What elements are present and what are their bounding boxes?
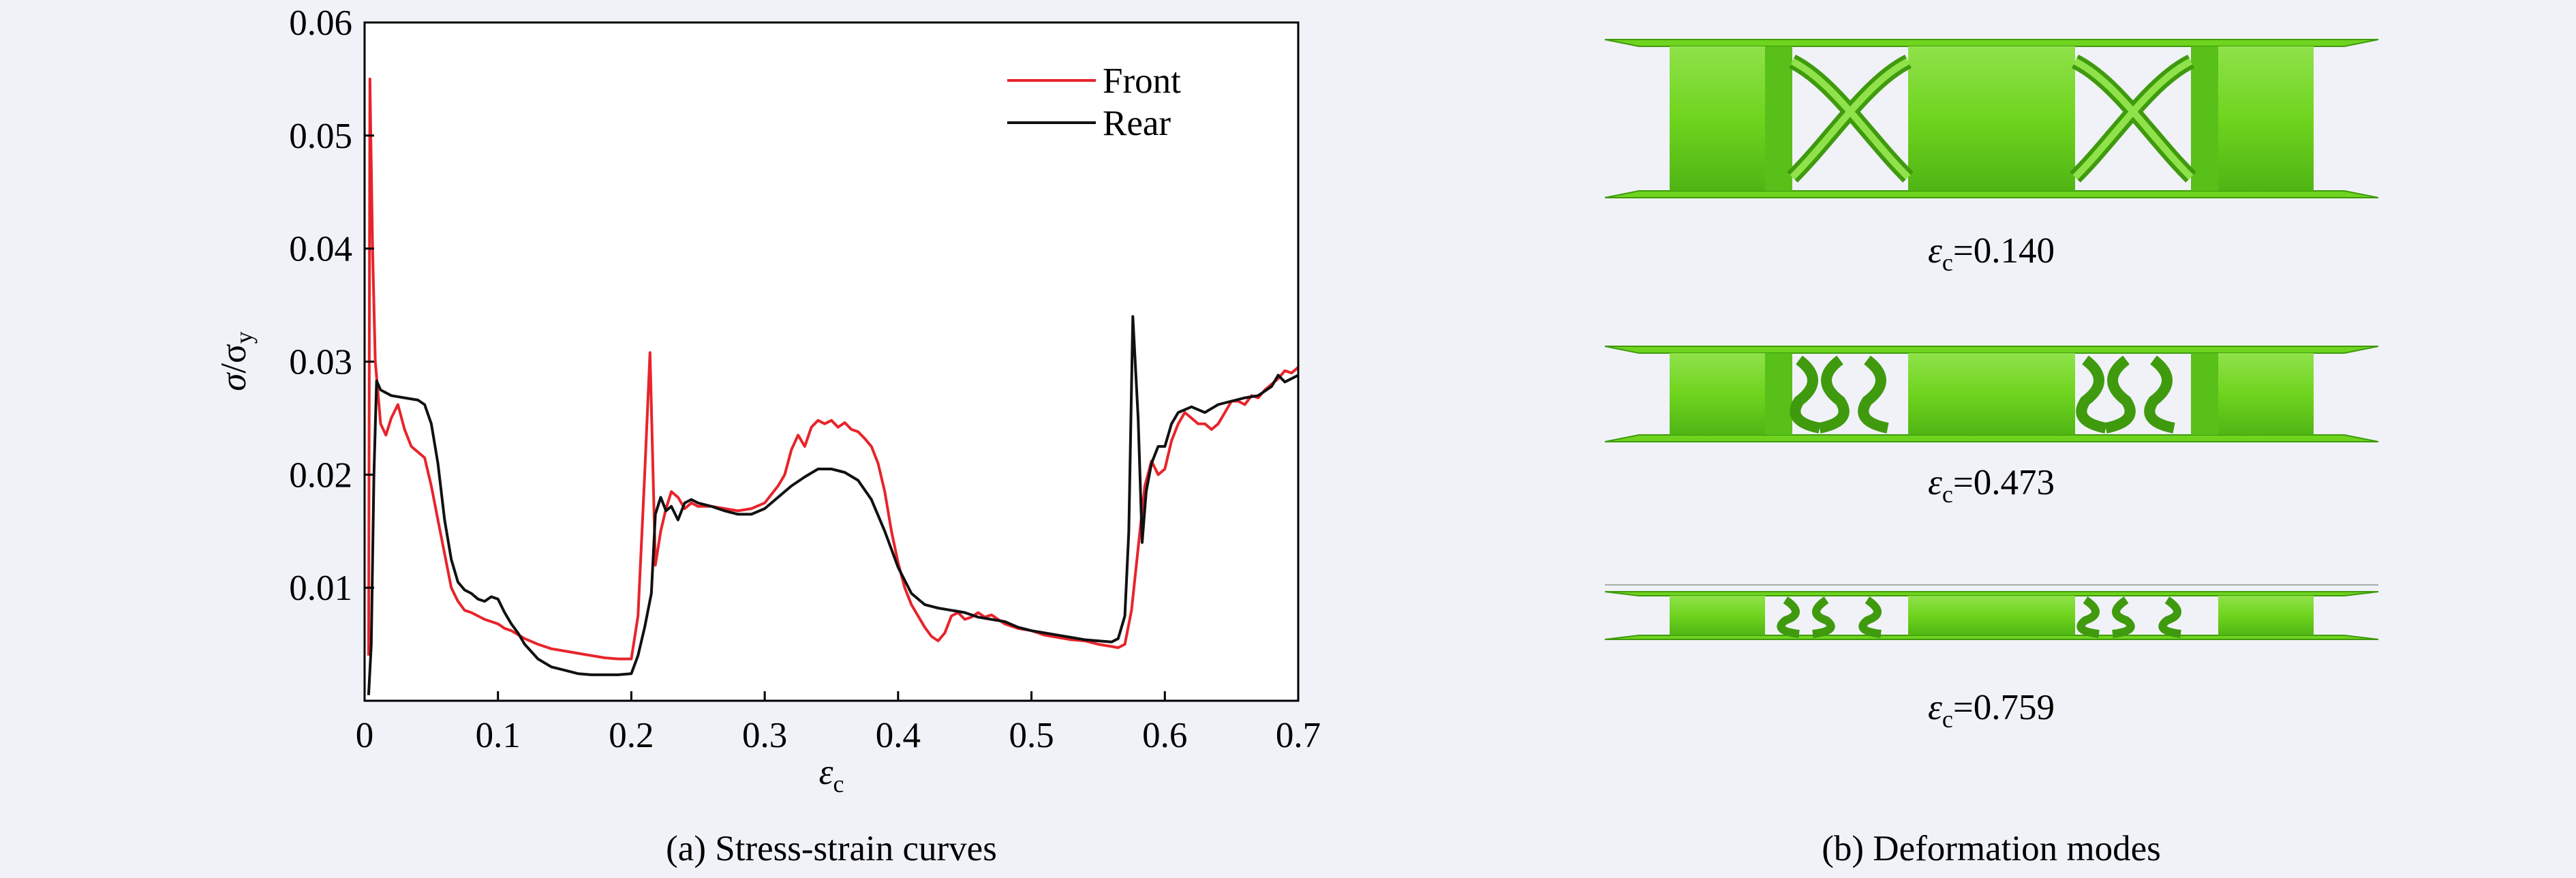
- legend-label-front: Front: [1103, 61, 1181, 101]
- y-axis-label: σ/σy: [214, 331, 258, 391]
- x-tick-label: 0: [356, 716, 374, 755]
- y-tick-label: 0.06: [289, 3, 352, 43]
- mode-label-1: εc=0.140: [1928, 231, 2055, 276]
- x-tick-label: 0.6: [1142, 716, 1187, 755]
- x-tick-label: 0.3: [742, 716, 787, 755]
- mode-label-3: εc=0.759: [1928, 688, 2055, 733]
- mode-label-2: εc=0.473: [1928, 463, 2055, 508]
- deformation-image-1: [1604, 39, 2379, 198]
- series-line-rear: [367, 315, 1299, 695]
- y-tick-label: 0.03: [289, 343, 352, 382]
- x-axis-label: εc: [819, 753, 844, 798]
- deformation-image-3: [1604, 584, 2379, 640]
- series-line-front: [367, 77, 1300, 661]
- plot-area: [365, 22, 1298, 701]
- y-tick-label: 0.02: [289, 455, 352, 495]
- legend-label-rear: Rear: [1103, 104, 1171, 143]
- x-tick-label: 0.7: [1276, 716, 1321, 755]
- stress-strain-chart: 0 0.1 0.2 0.3 0.4 0.5 0.6 0.7 0.01 0.02 0.03 0.04 0.…: [214, 3, 1321, 868]
- x-tick-label: 0.1: [476, 716, 521, 755]
- x-tick-label: 0.2: [609, 716, 654, 755]
- y-tick-label: 0.01: [289, 569, 352, 608]
- y-tick-label: 0.04: [289, 230, 352, 269]
- y-tick-label: 0.05: [289, 117, 352, 156]
- deformation-modes: εc=0.140 εc=0.473: [1604, 39, 2379, 868]
- legend: Front Rear: [1007, 61, 1181, 143]
- x-tick-label: 0.5: [1009, 716, 1054, 755]
- deformation-image-2: [1604, 346, 2379, 442]
- deformation-caption: (b) Deformation modes: [1822, 829, 2160, 868]
- x-tick-label: 0.4: [876, 716, 921, 755]
- tick-layer: 0 0.1 0.2 0.3 0.4 0.5 0.6 0.7 0.01 0.02 0.03 0.04 0.…: [289, 3, 1321, 755]
- chart-caption: (a) Stress-strain curves: [666, 829, 997, 868]
- series-layer: [367, 77, 1300, 695]
